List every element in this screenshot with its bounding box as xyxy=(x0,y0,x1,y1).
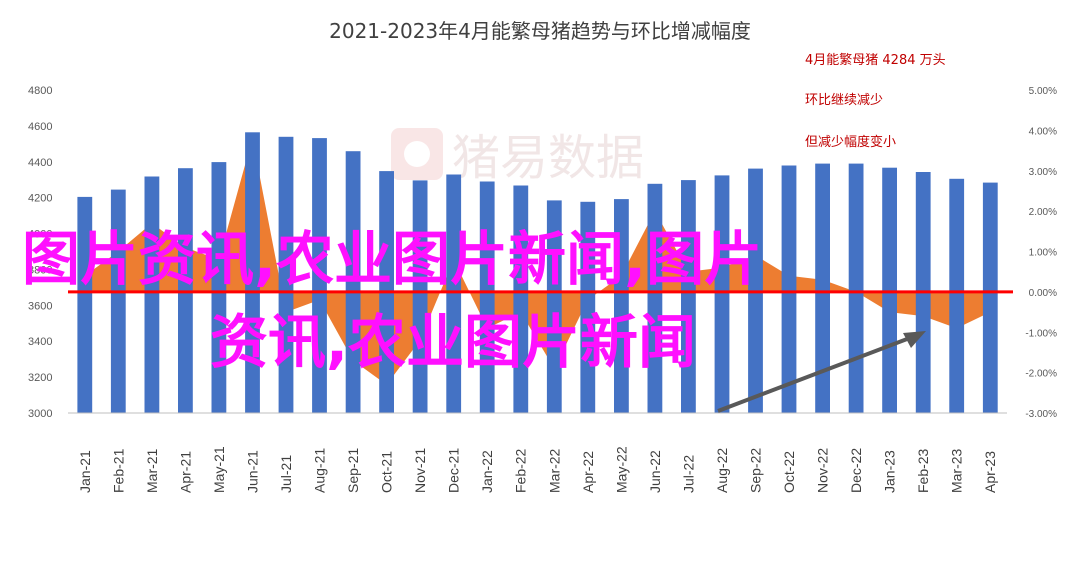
bar-Jan-22 xyxy=(479,181,495,413)
x-tick-label: Feb-22 xyxy=(513,448,529,493)
annotation-line-3: 但减少幅度变小 xyxy=(805,135,897,150)
x-tick-label: May-21 xyxy=(211,446,227,493)
y-right-tick-label: 3.00% xyxy=(1029,167,1057,178)
mom-change-area xyxy=(84,138,991,385)
watermark-logo xyxy=(391,128,443,180)
bar-Aug-21 xyxy=(312,138,327,413)
x-tick-label: Jun-22 xyxy=(647,450,663,493)
bar-Apr-23 xyxy=(982,182,998,413)
x-tick-label: Sep-22 xyxy=(748,448,764,493)
y-left-tick-label: 3000 xyxy=(28,408,52,420)
annotation-line-2: 环比继续减少 xyxy=(805,93,884,108)
x-tick-label: Nov-21 xyxy=(412,448,428,493)
trend-arrow-head xyxy=(903,331,926,348)
y-right-tick-label: 0.00% xyxy=(1029,288,1057,299)
bar-Feb-22 xyxy=(513,185,529,413)
trend-arrow-line xyxy=(717,334,916,413)
trend-arrow xyxy=(717,331,926,413)
x-tick-label: Jul-21 xyxy=(278,455,294,493)
bar-Jun-22 xyxy=(647,183,663,413)
x-tick-label: Jun-21 xyxy=(244,450,260,493)
y-right-tick-label: -1.00% xyxy=(1025,328,1057,339)
x-tick-label: Feb-23 xyxy=(915,448,931,493)
x-tick-label: Feb-21 xyxy=(110,448,126,493)
y-left-tick-label: 4000 xyxy=(28,229,52,241)
x-tick-label: Mar-23 xyxy=(949,448,965,493)
overlay-text-line-2: 资讯,农业图片新闻 xyxy=(210,308,697,376)
x-tick-label: Jan-22 xyxy=(479,450,495,493)
y-right-tick-label: 1.00% xyxy=(1029,248,1057,259)
bar-Nov-22 xyxy=(815,163,830,413)
x-tick-label: Jan-23 xyxy=(882,450,898,493)
annotation-line-1: 4月能繁母猪 4284 万头 xyxy=(805,53,946,68)
bar-Jul-21 xyxy=(278,136,294,414)
y-left-tick-label: 3400 xyxy=(28,336,52,348)
chart-title: 2021-2023年4月能繁母猪趋势与环比增减幅度 xyxy=(329,19,751,43)
bar-Dec-22 xyxy=(848,163,864,413)
bar-Oct-22 xyxy=(781,165,797,413)
y-left-tick-label: 4800 xyxy=(28,85,52,97)
watermark: 猪易数据 xyxy=(391,128,644,185)
x-tick-label: Sep-21 xyxy=(345,448,361,493)
bar-Mar-21 xyxy=(144,176,160,413)
y-right-tick-label: 2.00% xyxy=(1029,207,1057,218)
x-tick-label: Dec-21 xyxy=(446,448,462,493)
bar-Aug-22 xyxy=(714,175,730,413)
y-right-tick-label: -2.00% xyxy=(1025,369,1057,380)
x-tick-label: Mar-22 xyxy=(546,448,562,493)
x-tick-label: Jan-21 xyxy=(77,450,93,493)
bar-Jan-23 xyxy=(882,167,897,413)
y-right-tick-label: 4.00% xyxy=(1029,126,1057,137)
bar-Jul-22 xyxy=(681,180,696,413)
y-left-tick-label: 4600 xyxy=(28,121,52,133)
y-right-tick-label: 5.00% xyxy=(1029,86,1057,97)
bar-Apr-22 xyxy=(580,201,596,413)
x-tick-label: Mar-21 xyxy=(144,448,160,493)
x-tick-label: Dec-22 xyxy=(848,448,864,493)
bar-Dec-21 xyxy=(446,174,462,413)
bar-Jan-21 xyxy=(77,196,93,413)
x-tick-label: Aug-21 xyxy=(312,448,328,493)
bar-Feb-21 xyxy=(110,189,126,413)
bar-May-22 xyxy=(614,199,629,413)
bar-Sep-21 xyxy=(345,151,361,413)
y-left-tick-label: 3800 xyxy=(28,264,52,276)
x-tick-label: Oct-22 xyxy=(781,451,797,493)
bar-Mar-23 xyxy=(949,178,965,413)
x-tick-label: Jul-22 xyxy=(680,455,696,493)
x-tick-label: Apr-21 xyxy=(177,451,193,493)
bar-Jun-21 xyxy=(245,132,260,414)
watermark-text: 猪易数据 xyxy=(452,132,644,185)
watermark-logo-dot xyxy=(404,141,430,167)
y-right-tick-label: -3.00% xyxy=(1025,409,1057,420)
x-tick-label: Nov-22 xyxy=(815,448,831,493)
x-tick-label: Oct-21 xyxy=(379,451,395,493)
y-left-tick-label: 3600 xyxy=(28,300,52,312)
x-tick-label: Apr-23 xyxy=(982,451,998,493)
bar-May-21 xyxy=(211,162,227,413)
overlay-text-line-1: 图片资讯,农业图片新闻,图片 xyxy=(22,225,763,293)
bar-Mar-22 xyxy=(546,200,562,413)
y-left-tick-label: 3200 xyxy=(28,372,52,384)
bar-Nov-21 xyxy=(412,180,428,413)
x-tick-label: May-22 xyxy=(613,446,629,493)
x-tick-label: Aug-22 xyxy=(714,448,730,493)
y-left-tick-label: 4400 xyxy=(28,157,52,169)
y-left-tick-label: 4200 xyxy=(28,193,52,205)
x-tick-label: Apr-22 xyxy=(580,451,596,493)
